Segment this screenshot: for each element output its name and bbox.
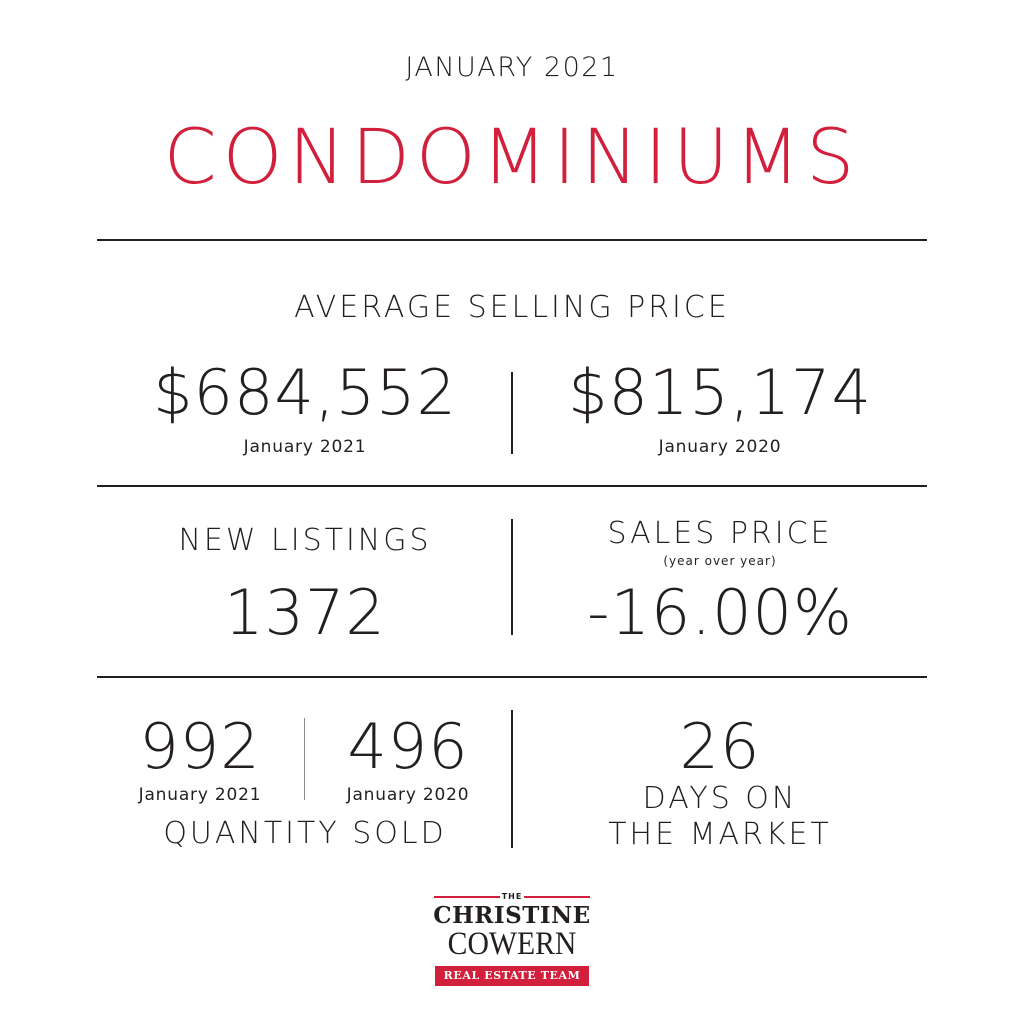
page-title: CONDOMINIUMS bbox=[163, 112, 861, 201]
divider-bottom bbox=[97, 676, 927, 678]
quantity-sold-inner-divider bbox=[304, 718, 305, 800]
quantity-sold-previous-value: 496 bbox=[347, 710, 469, 783]
quantity-sold-current-value: 992 bbox=[139, 710, 261, 783]
logo-badge: REAL ESTATE TEAM bbox=[435, 966, 589, 986]
logo-rule-right bbox=[524, 896, 590, 898]
days-on-market-label-line1: DAYS ON bbox=[642, 781, 798, 816]
listings-divider bbox=[511, 519, 513, 635]
logo-name-line2: COWERN bbox=[447, 926, 577, 962]
new-listings-label: NEW LISTINGS bbox=[178, 523, 432, 558]
quantity-sold-label: QUANTITY SOLD bbox=[163, 816, 447, 851]
quantity-sold-current-period: January 2021 bbox=[138, 785, 262, 805]
avg-price-previous-period: January 2020 bbox=[658, 437, 782, 457]
logo-the-text: THE bbox=[501, 892, 523, 901]
sales-price-change-value: -16.00% bbox=[587, 576, 853, 649]
avg-price-current-value: $684,552 bbox=[153, 356, 457, 429]
avg-price-current-period: January 2021 bbox=[243, 437, 367, 457]
divider-middle bbox=[97, 485, 927, 487]
avg-selling-price-label: AVERAGE SELLING PRICE bbox=[294, 290, 730, 325]
divider-top bbox=[97, 239, 927, 241]
sales-price-sublabel: (year over year) bbox=[663, 554, 777, 568]
days-on-market-value: 26 bbox=[679, 710, 761, 783]
logo-name-line1: CHRISTINE bbox=[433, 902, 591, 929]
bottom-divider bbox=[511, 710, 513, 848]
quantity-sold-previous-period: January 2020 bbox=[346, 785, 470, 805]
sales-price-label: SALES PRICE bbox=[607, 516, 833, 551]
avg-price-divider bbox=[511, 372, 513, 454]
avg-price-previous-value: $815,174 bbox=[568, 356, 872, 429]
days-on-market-label-line2: THE MARKET bbox=[608, 817, 832, 852]
new-listings-value: 1372 bbox=[224, 576, 386, 649]
logo-rule-left bbox=[434, 896, 500, 898]
report-month: JANUARY 2021 bbox=[405, 52, 619, 83]
